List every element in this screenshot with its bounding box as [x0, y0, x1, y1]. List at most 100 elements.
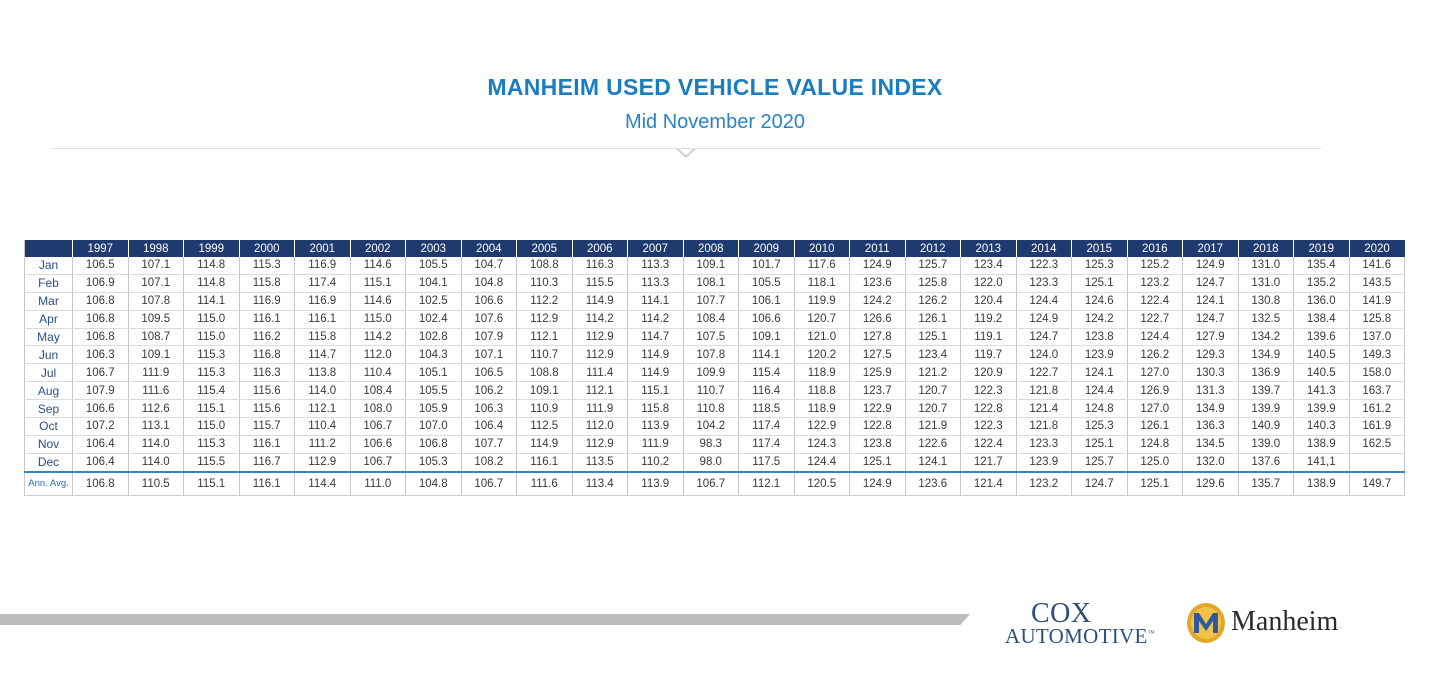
index-value-cell: 114.1: [627, 292, 683, 311]
index-value-cell: 113.3: [627, 257, 683, 275]
footer-bar: [0, 614, 970, 625]
index-value-cell: 125.1: [1071, 435, 1127, 454]
index-value-cell: 125.9: [849, 363, 905, 383]
index-value-cell: 116.9: [294, 292, 350, 311]
annual-average-value-cell: 149.7: [1348, 471, 1405, 496]
index-value-cell: 107.5: [682, 328, 739, 347]
index-value-cell: 114.2: [349, 328, 406, 347]
year-header-cell: 2010: [793, 240, 850, 257]
index-value-cell: 115.3: [183, 435, 239, 454]
index-value-cell: 109.9: [682, 363, 739, 383]
annual-average-value-cell: 115.1: [183, 471, 239, 496]
index-value-cell: 120.7: [904, 399, 961, 419]
index-value-cell: 107.9: [72, 381, 128, 401]
index-value-cell: 108.4: [682, 310, 739, 329]
index-value-cell: 115.3: [183, 363, 239, 383]
index-value-cell: 163.7: [1348, 381, 1405, 401]
annual-average-value-cell: 124.9: [849, 471, 905, 496]
index-value-cell: 122.8: [849, 417, 905, 436]
year-header-cell: 2011: [849, 240, 905, 257]
index-value-cell: 124.2: [1071, 310, 1127, 329]
index-value-cell: 112.5: [516, 417, 572, 436]
index-value-cell: 120.7: [904, 381, 961, 401]
index-value-cell: 141.6: [1348, 257, 1405, 275]
month-label-cell: Mar: [24, 292, 73, 311]
index-value-cell: 105.5: [738, 274, 794, 293]
index-value-cell: 106.7: [349, 453, 406, 473]
index-value-cell: 115.5: [183, 453, 239, 473]
index-value-cell: 124.8: [1071, 399, 1127, 419]
index-value-cell: 106.6: [349, 435, 406, 454]
year-header-cell: 2012: [904, 240, 961, 257]
index-value-cell: 123.3: [1015, 435, 1072, 454]
month-label-cell: Aug: [24, 381, 73, 401]
table-row: Jun 106.3 109.1 115.3 116.8 114.7 112.0 104.3 10…: [24, 345, 1405, 365]
index-value-cell: 117.5: [738, 453, 794, 473]
index-value-cell: 114.2: [627, 310, 683, 329]
index-value-cell: 115.4: [738, 363, 794, 383]
index-value-cell: 122.3: [960, 381, 1016, 401]
year-header-cell: 2015: [1071, 240, 1127, 257]
index-value-cell: 131.0: [1237, 257, 1294, 275]
index-value-cell: 115.1: [183, 399, 239, 419]
annual-average-value-cell: 106.7: [682, 471, 739, 496]
index-value-cell: 123.8: [849, 435, 905, 454]
index-value-cell: 122.0: [960, 274, 1016, 293]
index-value-cell: 125.7: [904, 257, 961, 275]
index-value-cell: 108.8: [516, 257, 572, 275]
annual-average-value-cell: 124.7: [1071, 471, 1127, 496]
index-value-cell: 116.3: [571, 257, 628, 275]
annual-average-value-cell: 110.5: [127, 471, 184, 496]
index-value-cell: 116.1: [238, 310, 295, 329]
index-value-cell: 124.4: [1126, 328, 1183, 347]
automotive-logo-word: AUTOMOTIVE: [1005, 624, 1148, 648]
month-label-cell: Jan: [24, 257, 73, 275]
index-value-cell: 112.1: [516, 328, 572, 347]
index-value-cell: 110.3: [516, 274, 572, 293]
index-value-cell: 114.8: [183, 274, 239, 293]
index-value-cell: 134.2: [1237, 328, 1294, 347]
index-value-cell: 118.9: [793, 363, 850, 383]
index-value-cell: 116.3: [238, 363, 295, 383]
index-value-cell: 106.3: [72, 345, 128, 365]
index-value-cell: 137.0: [1348, 328, 1405, 347]
manheim-m-shield-icon: [1187, 603, 1225, 643]
month-label-cell: Oct: [24, 417, 73, 436]
index-value-cell: 140.3: [1293, 417, 1349, 436]
annual-average-value-cell: 138.9: [1293, 471, 1349, 496]
index-value-cell: 102.8: [405, 328, 461, 347]
month-label-cell: Feb: [24, 274, 73, 293]
index-value-cell: 114.1: [183, 292, 239, 311]
annual-average-value-cell: 123.6: [904, 471, 961, 496]
index-value-cell: 108.1: [682, 274, 739, 293]
annual-average-value-cell: 113.9: [627, 471, 683, 496]
index-value-cell: 108.4: [349, 381, 406, 401]
index-value-cell: 139.7: [1237, 381, 1294, 401]
index-value-cell: 123.6: [849, 274, 905, 293]
index-value-cell: 123.3: [1015, 274, 1072, 293]
index-value-cell: 134.5: [1182, 435, 1238, 454]
annual-average-label-cell: Ann. Avg.: [24, 471, 73, 496]
index-value-cell: 122.9: [849, 399, 905, 419]
year-header-cell: 2016: [1126, 240, 1183, 257]
index-value-cell: 110.2: [627, 453, 683, 473]
index-value-cell: 112.1: [571, 381, 628, 401]
year-header-cell: 2014: [1015, 240, 1072, 257]
index-value-cell: 126.2: [1126, 345, 1183, 365]
index-value-cell: 109.1: [127, 345, 184, 365]
index-value-cell: 124.1: [1071, 363, 1127, 383]
index-value-cell: 121.4: [1015, 399, 1072, 419]
index-value-cell: 107.1: [460, 345, 517, 365]
index-value-cell: 106.6: [460, 292, 517, 311]
table-row: Oct 107.2 113.1 115.0 115.7 110.4 106.7 107.0 10…: [24, 417, 1405, 436]
index-value-cell: 105.5: [405, 257, 461, 275]
year-header-cell: 2000: [238, 240, 295, 257]
year-header-cell: 2001: [294, 240, 350, 257]
year-header-cell: 2002: [349, 240, 406, 257]
index-value-cell: 121.8: [1015, 417, 1072, 436]
index-value-cell: 124.1: [904, 453, 961, 473]
index-value-cell: 115.4: [183, 381, 239, 401]
table-row: Apr 106.8 109.5 115.0 116.1 116.1 115.0 102.4 10…: [24, 310, 1405, 329]
index-value-cell: 115.0: [349, 310, 406, 329]
index-value-cell: 115.5: [571, 274, 628, 293]
